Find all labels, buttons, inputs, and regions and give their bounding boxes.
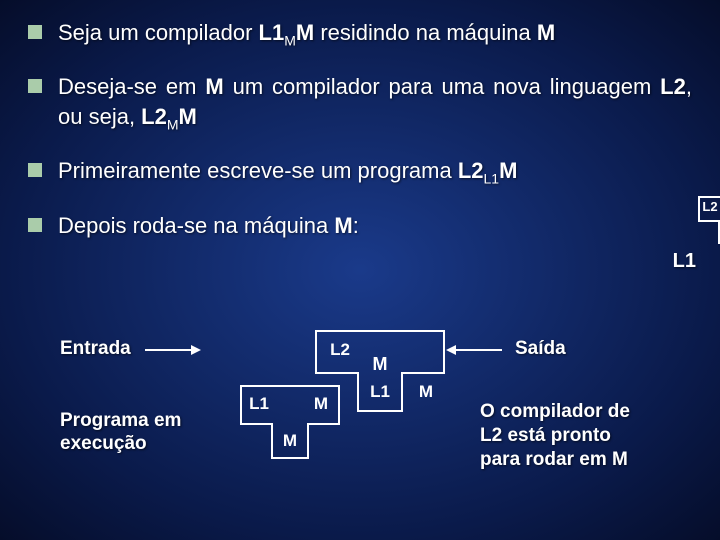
bullet-4: Depois roda-se na máquina M: — [28, 211, 692, 241]
programa-label: Programa em execução — [60, 410, 181, 456]
bullet-icon — [28, 163, 42, 177]
entrada-arrow-head — [191, 345, 201, 355]
bullet-3-text: Primeiramente escreve-se um programa L2L… — [58, 156, 517, 188]
bullet-3: Primeiramente escreve-se um programa L2L… — [28, 156, 692, 188]
bullet-1-text: Seja um compilador L1MM residindo na máq… — [58, 18, 555, 50]
bullet-icon — [28, 79, 42, 93]
bullet-icon — [28, 25, 42, 39]
entrada-label: Entrada — [60, 338, 131, 360]
saida-arrow-head — [446, 345, 456, 355]
saida-label: Saída — [515, 338, 566, 360]
result-text: O compilador de L2 está pronto para roda… — [480, 400, 630, 471]
diagram: Entrada Programa em execução L1 M M L2 M… — [60, 330, 692, 520]
bullet-1: Seja um compilador L1MM residindo na máq… — [28, 18, 692, 50]
bullet-4-text: Depois roda-se na máquina M: — [58, 211, 359, 241]
l1-side-label: L1 — [673, 250, 696, 273]
slide-root: Seja um compilador L1MM residindo na máq… — [0, 0, 720, 540]
bullet-icon — [28, 218, 42, 232]
entrada-arrow — [145, 349, 193, 351]
bullet-2-text: Deseja-se em M um compilador para uma no… — [58, 72, 692, 134]
saida-arrow — [454, 349, 502, 351]
bullet-2: Deseja-se em M um compilador para uma no… — [28, 72, 692, 134]
